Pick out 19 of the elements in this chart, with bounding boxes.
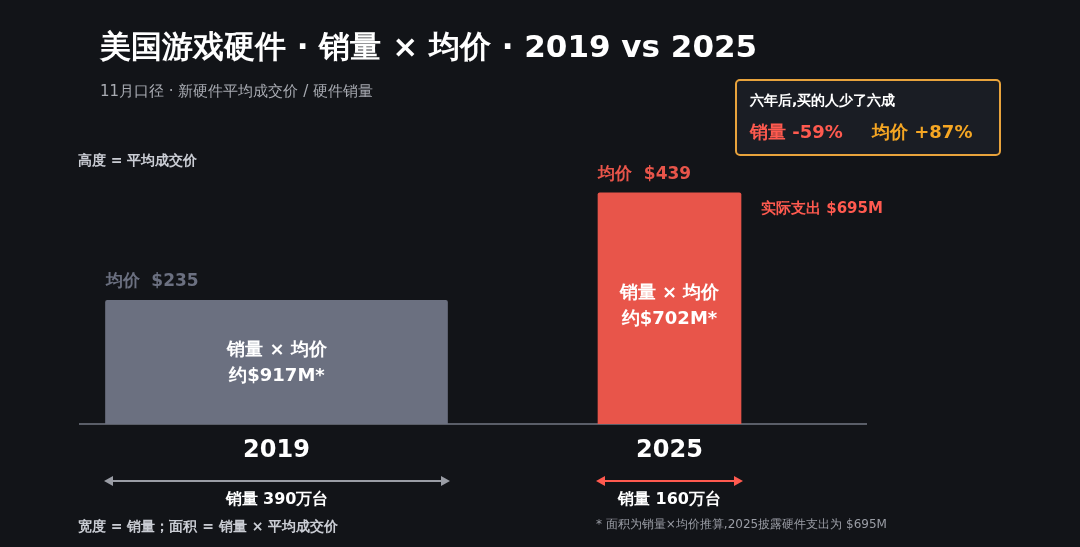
annotation: 约$917M* [227,363,326,387]
annotation: 销量 × 均价 [618,280,721,304]
text: * 面积为销量×均价推算,2025披露硬件支出为 $695M [596,516,887,533]
data-label: 均价 $439 [597,162,692,183]
text: 六年后,买的人少了六成 [750,92,896,110]
x-tick-label: 2019 [243,434,310,463]
annotation: 约$702M* [620,306,719,330]
text: 高度 = 平均成交价 [78,152,198,170]
chart-subtitle: 11月口径 · 新硬件平均成交价 / 硬件销量 [100,82,373,101]
text: 销量 160万台 [616,489,722,510]
data-label: 均价 $235 [104,270,199,291]
text: 销量 -59% [750,120,843,144]
text: 均价 +87% [872,120,973,144]
chart-title: 美国游戏硬件 · 销量 × 均价 · 2019 vs 2025 [100,27,758,66]
x-tick-label: 2025 [636,434,703,463]
text: 销量 390万台 [224,489,330,510]
text: 宽度 = 销量；面积 = 销量 × 平均成交价 [78,518,339,536]
annotation: 销量 × 均价 [225,337,328,361]
annotation: 实际支出 $695M [761,199,883,218]
